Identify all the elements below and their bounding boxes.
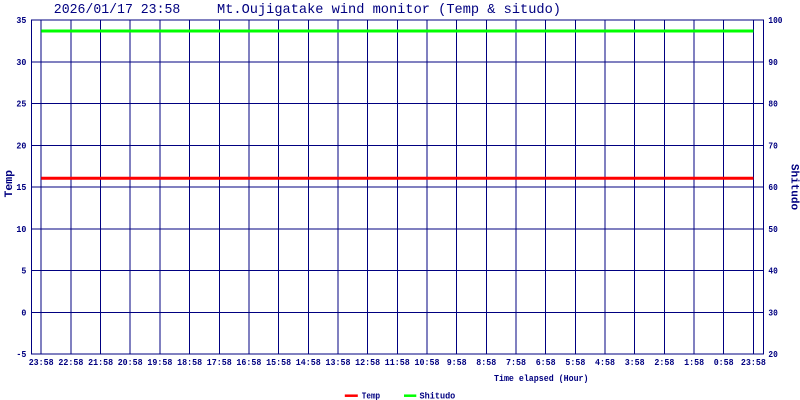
svg-text:13:58: 13:58 — [326, 357, 351, 368]
svg-text:11:58: 11:58 — [385, 357, 410, 368]
svg-text:20: 20 — [16, 140, 26, 151]
svg-text:35: 35 — [16, 15, 26, 26]
svg-text:7:58: 7:58 — [506, 357, 526, 368]
svg-text:18:58: 18:58 — [177, 357, 202, 368]
svg-text:100: 100 — [768, 15, 782, 26]
svg-text:19:58: 19:58 — [147, 357, 172, 368]
svg-text:25: 25 — [16, 99, 26, 110]
svg-text:1:58: 1:58 — [684, 357, 704, 368]
svg-text:0: 0 — [21, 307, 26, 318]
svg-text:23:58: 23:58 — [741, 357, 766, 368]
svg-text:70: 70 — [768, 140, 778, 151]
svg-text:23:58: 23:58 — [29, 357, 54, 368]
svg-text:0:58: 0:58 — [714, 357, 734, 368]
svg-text:6:58: 6:58 — [536, 357, 556, 368]
svg-text:5: 5 — [21, 266, 26, 277]
svg-text:30: 30 — [768, 307, 778, 318]
svg-text:3:58: 3:58 — [625, 357, 645, 368]
svg-text:90: 90 — [768, 57, 778, 68]
svg-text:22:58: 22:58 — [58, 357, 83, 368]
svg-text:40: 40 — [768, 266, 778, 277]
svg-text:Shitudo: Shitudo — [420, 391, 456, 400]
svg-text:Shitudo: Shitudo — [787, 164, 799, 211]
svg-text:Time elapsed (Hour): Time elapsed (Hour) — [494, 373, 589, 384]
svg-text:10: 10 — [16, 224, 26, 235]
svg-text:5:58: 5:58 — [565, 357, 585, 368]
svg-text:15: 15 — [16, 182, 26, 193]
svg-text:21:58: 21:58 — [88, 357, 113, 368]
svg-text:50: 50 — [768, 224, 778, 235]
svg-text:60: 60 — [768, 182, 778, 193]
svg-text:Temp: Temp — [4, 170, 16, 198]
svg-text:15:58: 15:58 — [266, 357, 291, 368]
svg-text:9:58: 9:58 — [447, 357, 467, 368]
svg-text:20: 20 — [768, 349, 778, 360]
svg-text:20:58: 20:58 — [118, 357, 143, 368]
svg-text:-5: -5 — [16, 349, 26, 360]
svg-text:8:58: 8:58 — [476, 357, 496, 368]
svg-text:10:58: 10:58 — [415, 357, 440, 368]
svg-text:Temp: Temp — [362, 391, 381, 400]
svg-text:2026/01/17 23:58: 2026/01/17 23:58 — [54, 2, 181, 18]
svg-text:12:58: 12:58 — [355, 357, 380, 368]
svg-text:30: 30 — [16, 57, 26, 68]
svg-text:Mt.Oujigatake wind monitor (Te: Mt.Oujigatake wind monitor (Temp & situd… — [217, 2, 561, 18]
svg-text:14:58: 14:58 — [296, 357, 321, 368]
svg-text:2:58: 2:58 — [654, 357, 674, 368]
svg-text:16:58: 16:58 — [236, 357, 261, 368]
svg-text:80: 80 — [768, 99, 778, 110]
svg-text:4:58: 4:58 — [595, 357, 615, 368]
svg-text:17:58: 17:58 — [207, 357, 232, 368]
